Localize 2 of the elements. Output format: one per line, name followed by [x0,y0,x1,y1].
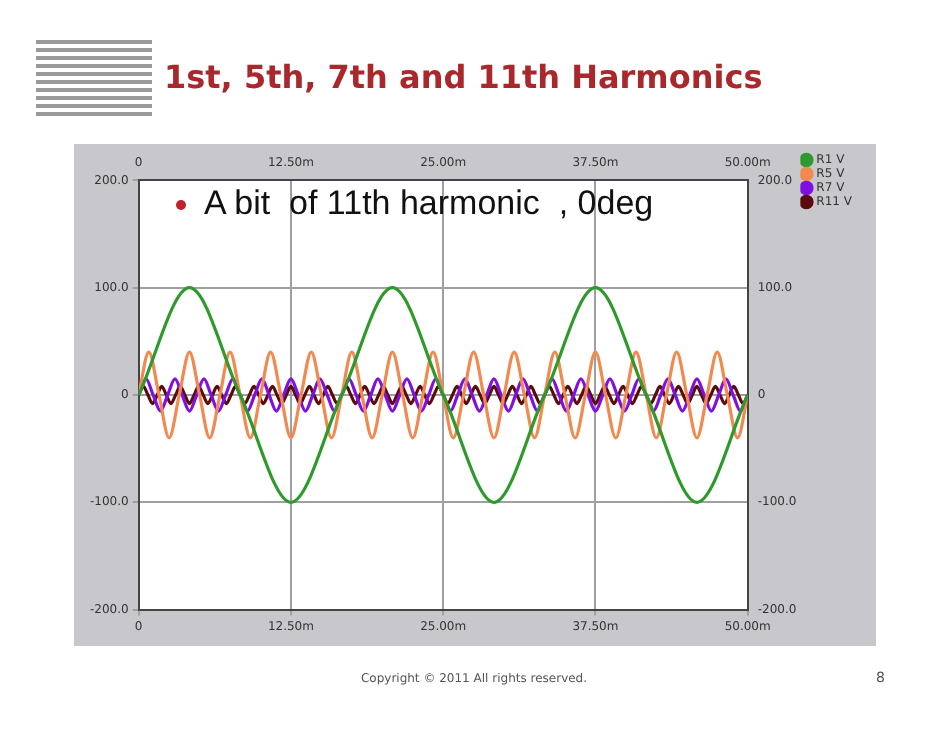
chart-title: 1st, 5th, 7th and 11th Harmonics [164,58,763,96]
annotation: A bit of 11th harmonic , 0deg [204,184,654,222]
